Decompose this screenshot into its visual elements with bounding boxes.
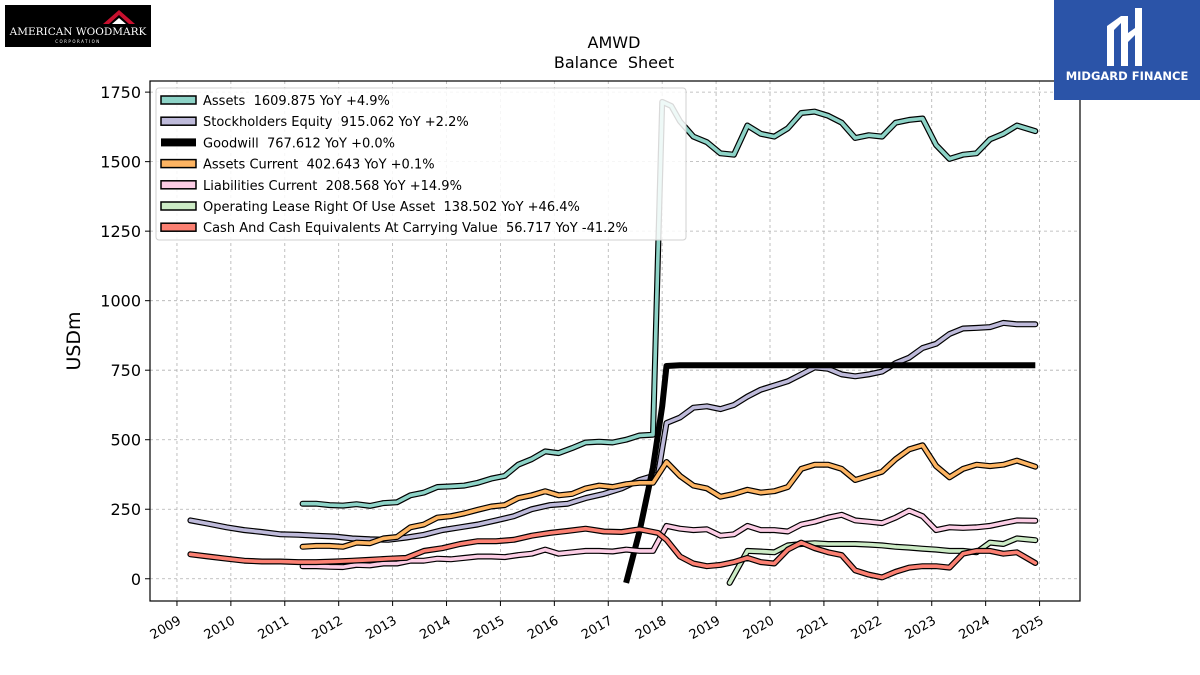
midgard-finance-logo: MIDGARD FINANCE: [1054, 0, 1200, 100]
legend-entry: Operating Lease Right Of Use Asset 138.5…: [203, 200, 580, 215]
legend-entry: Assets Current 402.643 YoY +0.1%: [203, 158, 435, 173]
series-line-1: [188, 321, 1038, 542]
legend-swatch: [161, 138, 196, 147]
x-tick-label: 2023: [903, 613, 939, 643]
legend-entry: Liabilities Current 208.568 YoY +14.9%: [203, 179, 462, 194]
legend: Assets 1609.875 YoY +4.9% Stockholders Eq…: [155, 87, 687, 241]
roof-icon: [103, 10, 135, 24]
x-tick-label: 2013: [363, 613, 399, 643]
legend-entry: Cash And Cash Equivalents At Carrying Va…: [203, 221, 628, 236]
x-tick-label: 2020: [741, 613, 777, 643]
y-axis-label: USDm: [63, 311, 85, 370]
legend-swatch: [160, 201, 197, 211]
y-tick-label: 750: [110, 361, 141, 380]
legend-swatch: [160, 116, 197, 126]
y-tick-label: 1250: [100, 222, 141, 241]
x-tick-label: 2019: [687, 613, 723, 643]
x-axis-ticks: 2009 2010 2011 2012 2013 2014 2015 2016 2017 2018…: [148, 601, 1047, 643]
company-logo-text: AMERICAN WOODMARK: [9, 26, 147, 38]
y-axis-ticks: 0 250 500 750 1000 1250 1500 1750: [100, 83, 150, 589]
x-tick-label: 2021: [795, 613, 831, 643]
legend-swatch: [160, 222, 197, 232]
legend-swatch: [160, 180, 197, 190]
y-tick-label: 1750: [100, 83, 141, 102]
legend-entry: Assets 1609.875 YoY +4.9%: [203, 94, 390, 109]
plot-frame: [149, 80, 1081, 602]
x-tick-label: 2018: [633, 613, 669, 643]
legend-swatch: [160, 158, 197, 169]
legend-entry: Stockholders Equity 915.062 YoY +2.2%: [203, 115, 469, 130]
x-tick-label: 2024: [956, 613, 992, 643]
company-logo-subtext: CORPORATION: [55, 39, 101, 44]
y-tick-label: 500: [110, 431, 141, 450]
american-woodmark-logo: AMERICAN WOODMARK CORPORATION: [5, 5, 151, 47]
x-tick-label: 2011: [256, 613, 292, 643]
legend-box: [155, 87, 687, 241]
series-line-6: [188, 526, 1038, 580]
legend-swatch: [160, 95, 197, 105]
chart-subtitle: Balance Sheet: [554, 53, 674, 72]
y-tick-label: 0: [131, 570, 141, 589]
y-tick-label: 1000: [100, 292, 141, 311]
x-tick-label: 2016: [525, 613, 561, 643]
x-tick-label: 2017: [579, 613, 615, 643]
series-line-3: [300, 443, 1038, 549]
series-outline-1: [187, 319, 1039, 543]
x-tick-label: 2009: [148, 613, 184, 643]
legend-entry: Goodwill 767.612 YoY +0.0%: [203, 136, 395, 151]
x-tick-label: 2010: [202, 613, 238, 643]
y-tick-label: 1500: [100, 153, 141, 172]
x-tick-label: 2022: [849, 613, 885, 643]
publisher-logo-text: MIDGARD FINANCE: [1065, 69, 1189, 83]
series-line-4: [300, 508, 1038, 569]
x-tick-label: 2012: [310, 613, 346, 643]
chart-title: AMWD: [588, 33, 641, 52]
y-tick-label: 250: [110, 500, 141, 519]
x-tick-label: 2025: [1010, 613, 1046, 643]
x-tick-label: 2015: [471, 613, 507, 643]
x-tick-label: 2014: [417, 613, 453, 643]
midgard-m-icon: [1107, 8, 1142, 66]
